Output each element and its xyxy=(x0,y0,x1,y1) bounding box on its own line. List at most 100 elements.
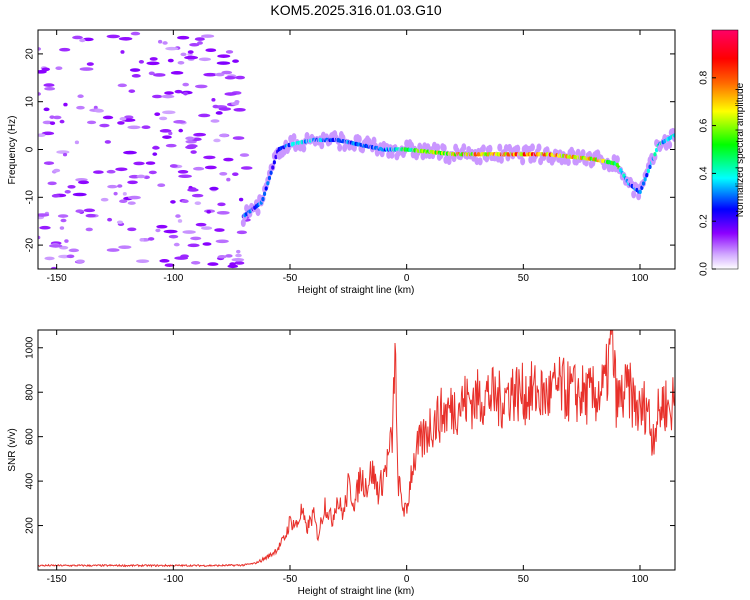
ridge-cell xyxy=(638,189,642,195)
snr-series-line xyxy=(38,330,675,568)
noise-patch xyxy=(119,117,127,121)
noise-patch xyxy=(78,180,90,185)
noise-patch xyxy=(216,61,231,65)
snr-panel: -150 -100 -50 0 50 100 200 400 600 800 1000 Height… xyxy=(7,329,676,597)
noise-patch xyxy=(68,248,80,253)
noise-patch xyxy=(39,225,51,230)
noise-patch xyxy=(148,170,157,175)
noise-patch xyxy=(217,202,226,207)
noise-patch xyxy=(106,248,120,252)
noise-patch xyxy=(106,34,120,39)
noise-patch xyxy=(194,201,202,205)
noise-patch xyxy=(182,82,189,87)
snr-ytick-label: 200 xyxy=(25,517,36,534)
noise-patch xyxy=(154,112,161,116)
noise-patch xyxy=(164,91,174,95)
noise-patch xyxy=(155,228,161,233)
spectrogram-ytick-label: -20 xyxy=(25,237,36,252)
noise-patch xyxy=(192,166,205,171)
noise-patch xyxy=(51,194,60,198)
spectrogram-xtick-label: 100 xyxy=(632,273,649,284)
noise-patch xyxy=(224,75,236,80)
noise-patch xyxy=(173,242,180,247)
noise-patch xyxy=(236,230,248,235)
figure-title: KOM5.2025.316.01.03.G10 xyxy=(270,2,441,18)
ridge-cell xyxy=(653,152,657,157)
noise-patch xyxy=(43,107,50,112)
ridge-cell xyxy=(648,164,652,170)
noise-patch xyxy=(130,31,141,36)
noise-patch xyxy=(190,260,201,265)
noise-patch xyxy=(136,174,146,179)
noise-patch xyxy=(136,259,150,263)
noise-patch xyxy=(99,123,110,128)
ridge-halo xyxy=(480,144,486,153)
noise-patch xyxy=(178,174,192,179)
snr-data xyxy=(38,330,675,568)
noise-patch xyxy=(173,120,186,124)
noise-patch xyxy=(161,94,175,99)
noise-patch xyxy=(131,74,141,78)
noise-patch xyxy=(229,262,236,266)
noise-patch xyxy=(212,104,219,109)
noise-patch xyxy=(231,101,239,106)
ridge-cell xyxy=(271,165,275,170)
noise-patch xyxy=(100,197,109,202)
noise-patch xyxy=(162,135,172,139)
noise-patch xyxy=(145,161,156,165)
noise-patch xyxy=(226,177,231,182)
noise-patch xyxy=(57,214,69,218)
ridge-halo xyxy=(667,140,673,149)
noise-patch xyxy=(123,150,137,155)
noise-patch xyxy=(59,47,71,52)
noise-patch xyxy=(216,210,230,215)
noise-patch xyxy=(238,197,244,202)
noise-patch xyxy=(127,201,136,205)
ridge-halo xyxy=(631,190,637,199)
snr-xtick-label: 0 xyxy=(404,574,410,585)
noise-patch xyxy=(225,50,234,54)
noise-patch xyxy=(190,150,197,154)
noise-patch xyxy=(74,140,80,145)
snr-ytick-label: 1000 xyxy=(25,336,36,359)
ridge-cell xyxy=(267,175,272,181)
noise-patch xyxy=(60,218,67,223)
noise-patch xyxy=(232,59,239,63)
noise-patch xyxy=(75,259,85,264)
noise-patch xyxy=(182,230,196,234)
noise-patch xyxy=(217,54,231,58)
noise-patch xyxy=(191,193,204,198)
noise-patch xyxy=(128,89,136,93)
noise-patch xyxy=(122,192,127,196)
noise-patch xyxy=(224,92,237,96)
noise-patch xyxy=(152,152,158,156)
noise-patch xyxy=(43,161,55,165)
spectrogram-x-label: Height of straight line (km) xyxy=(298,285,415,296)
noise-patch xyxy=(177,60,185,65)
noise-patch xyxy=(94,109,104,113)
ridge-halo xyxy=(536,143,542,152)
noise-patch xyxy=(203,155,216,160)
noise-patch xyxy=(162,41,168,45)
noise-patch xyxy=(41,67,50,72)
ridge-cell xyxy=(672,133,675,138)
ridge-halo xyxy=(301,144,307,153)
noise-patch xyxy=(235,75,245,80)
noise-patch xyxy=(232,136,245,140)
noise-patch xyxy=(235,253,242,258)
noise-patch xyxy=(177,169,189,174)
noise-patch xyxy=(44,86,56,91)
noise-patch xyxy=(168,131,173,136)
noise-patch xyxy=(93,105,98,110)
noise-patch xyxy=(203,72,218,77)
noise-patch xyxy=(198,57,211,62)
snr-xtick-label: -100 xyxy=(163,574,183,585)
noise-patch xyxy=(177,35,190,40)
ridge-halo xyxy=(319,141,325,150)
snr-ytick-label: 600 xyxy=(25,428,36,445)
noise-patch xyxy=(118,36,133,41)
noise-patch xyxy=(187,188,199,192)
noise-patch xyxy=(67,185,76,189)
ridge-halo xyxy=(371,136,377,145)
